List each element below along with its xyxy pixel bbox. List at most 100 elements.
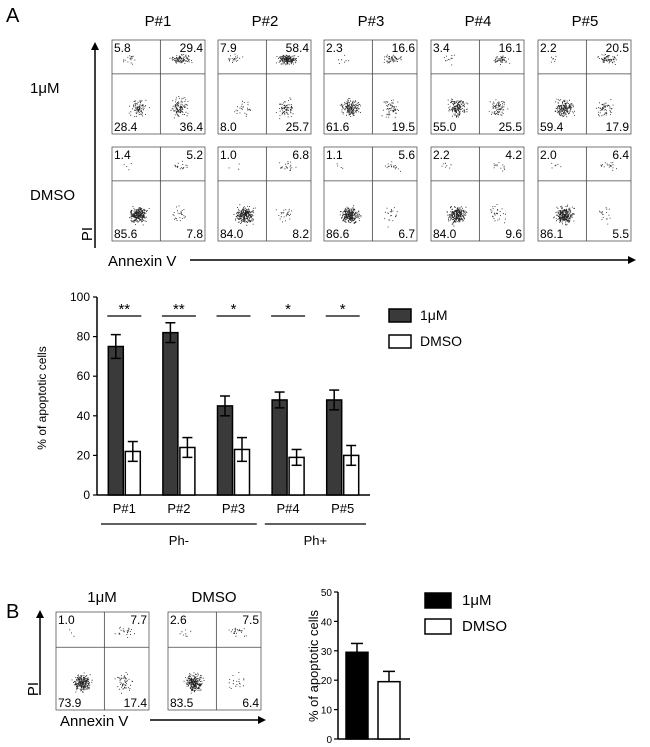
legend-label: DMSO: [420, 333, 462, 349]
flow-plot: 2.6 7.5 83.5 6.4: [167, 611, 262, 711]
bar-dmso: [377, 680, 401, 740]
x-tick-label: P#5: [331, 501, 354, 516]
x-tick-label: P#2: [167, 501, 190, 516]
quadrant-value-lower-left: 84.0: [433, 227, 457, 241]
group-label: Ph-: [169, 533, 189, 548]
quadrant-value-upper-right: 7.5: [242, 613, 259, 627]
event-dots: [69, 626, 135, 694]
event-dot-cloud: [69, 626, 135, 694]
quadrant-value-lower-right: 17.9: [606, 120, 630, 134]
bar-1um: [107, 345, 125, 496]
flow-plot: 2.2 4.2 84.0 9.6: [430, 146, 525, 242]
quadrant-value-lower-left: 8.0: [220, 120, 237, 134]
flow-plot-frame: [323, 39, 418, 135]
flow-plot: 1.1 5.6 86.6 6.7: [323, 146, 418, 242]
event-dots: [550, 54, 618, 118]
legend-label: 1μM: [462, 592, 491, 609]
event-dots: [179, 627, 247, 694]
quadrant-value-upper-right: 5.2: [186, 148, 203, 162]
event-dots: [551, 162, 617, 226]
legend-swatch: [388, 308, 412, 323]
quadrant-value-lower-left: 73.9: [58, 696, 82, 710]
quadrant-value-lower-left: 84.0: [220, 227, 244, 241]
bar-1um: [162, 331, 179, 496]
y-tick-label: 20: [321, 676, 333, 687]
event-dot-cloud: [550, 54, 618, 118]
significance-marker: *: [231, 301, 237, 318]
y-tick-label: 80: [77, 330, 91, 344]
quadrant-value-upper-right: 58.4: [286, 41, 310, 55]
quadrant-value-upper-left: 2.3: [326, 41, 343, 55]
panel-b-header-dmso: DMSO: [192, 589, 237, 606]
legend-swatch: [424, 592, 452, 609]
quadrant-value-upper-left: 2.2: [433, 148, 450, 162]
event-dot-cloud: [228, 161, 297, 226]
event-dot-cloud: [336, 161, 401, 228]
quadrant-value-lower-right: 6.7: [398, 227, 415, 241]
panel-b-label: B: [6, 601, 19, 623]
quadrant-value-upper-right: 7.7: [130, 613, 147, 627]
patient-header: P#5: [572, 13, 599, 30]
panel-b-pi-label: PI: [25, 682, 42, 696]
event-dot-cloud: [444, 54, 511, 118]
quadrant-value-lower-left: 55.0: [433, 120, 457, 134]
y-tick-label: 40: [321, 617, 333, 628]
event-dots: [228, 53, 299, 120]
quadrant-value-upper-right: 20.5: [606, 41, 630, 55]
quadrant-value-upper-right: 29.4: [180, 41, 204, 55]
flow-plot: 3.4 16.1 55.0 25.5: [430, 39, 525, 135]
flow-plot-frame: [55, 611, 150, 711]
row-label-1um: 1μM: [30, 80, 59, 97]
quadrant-value-lower-right: 8.2: [292, 227, 309, 241]
quadrant-value-upper-right: 4.2: [505, 148, 522, 162]
quadrant-value-upper-left: 5.8: [114, 41, 131, 55]
quadrant-value-upper-left: 1.0: [58, 613, 75, 627]
flow-plot: 2.2 20.5 59.4 17.9: [537, 39, 632, 135]
bar-a-ylabel: % of apoptotic cells: [35, 346, 49, 449]
quadrant-value-lower-right: 5.5: [612, 227, 629, 241]
x-tick-label: P#1: [113, 501, 136, 516]
flow-plot: 2.0 6.4 86.1 5.5: [537, 146, 632, 242]
y-tick-label: 10: [321, 706, 333, 717]
quadrant-value-upper-right: 6.8: [292, 148, 309, 162]
event-dots: [123, 160, 188, 226]
quadrant-value-upper-left: 2.0: [540, 148, 557, 162]
y-tick-label: 60: [77, 369, 91, 383]
bar-1um: [325, 399, 343, 496]
y-tick-label: 40: [77, 409, 91, 423]
quadrant-value-lower-right: 25.7: [286, 120, 310, 134]
quadrant-value-lower-left: 61.6: [326, 120, 350, 134]
flow-plot-frame: [217, 146, 312, 242]
quadrant-value-upper-right: 6.4: [612, 148, 629, 162]
event-dot-cloud: [123, 160, 188, 226]
legend-swatch: [424, 618, 452, 635]
flow-plot-frame: [111, 39, 206, 135]
quadrant-value-upper-right: 16.6: [392, 41, 416, 55]
event-dots: [228, 161, 297, 226]
flow-plot-frame: [167, 611, 262, 711]
quadrant-value-upper-left: 3.4: [433, 41, 450, 55]
quadrant-value-lower-left: 86.1: [540, 227, 564, 241]
y-tick-label: 30: [321, 647, 333, 658]
bar-chart-panel-a: 0 20 40 60 80 100 ** P#1 ** P#2 * P#3 * P#4 * P#5 Ph- Ph+…: [70, 290, 462, 548]
quadrant-value-upper-right: 16.1: [499, 41, 523, 55]
event-dot-cloud: [123, 54, 193, 119]
legend-label: 1μM: [420, 307, 448, 323]
quadrant-value-lower-left: 83.5: [170, 696, 194, 710]
flow-plot: 1.4 5.2 85.6 7.8: [111, 146, 206, 242]
panel-a-label: A: [6, 5, 20, 27]
y-tick-label: 0: [83, 488, 90, 502]
flow-plot: 1.0 6.8 84.0 8.2: [217, 146, 312, 242]
quadrant-value-lower-right: 19.5: [392, 120, 416, 134]
significance-marker: **: [173, 301, 185, 318]
pi-axis-label: PI: [79, 227, 96, 241]
quadrant-value-upper-left: 2.6: [170, 613, 187, 627]
flow-plot-frame: [111, 146, 206, 242]
x-tick-label: P#3: [222, 501, 245, 516]
flow-plot: 7.9 58.4 8.0 25.7: [217, 39, 312, 135]
flow-plot-frame: [430, 146, 525, 242]
bar-1um: [345, 651, 369, 740]
patient-header: P#2: [252, 13, 279, 30]
flow-plot: 2.3 16.6 61.6 19.5: [323, 39, 418, 135]
